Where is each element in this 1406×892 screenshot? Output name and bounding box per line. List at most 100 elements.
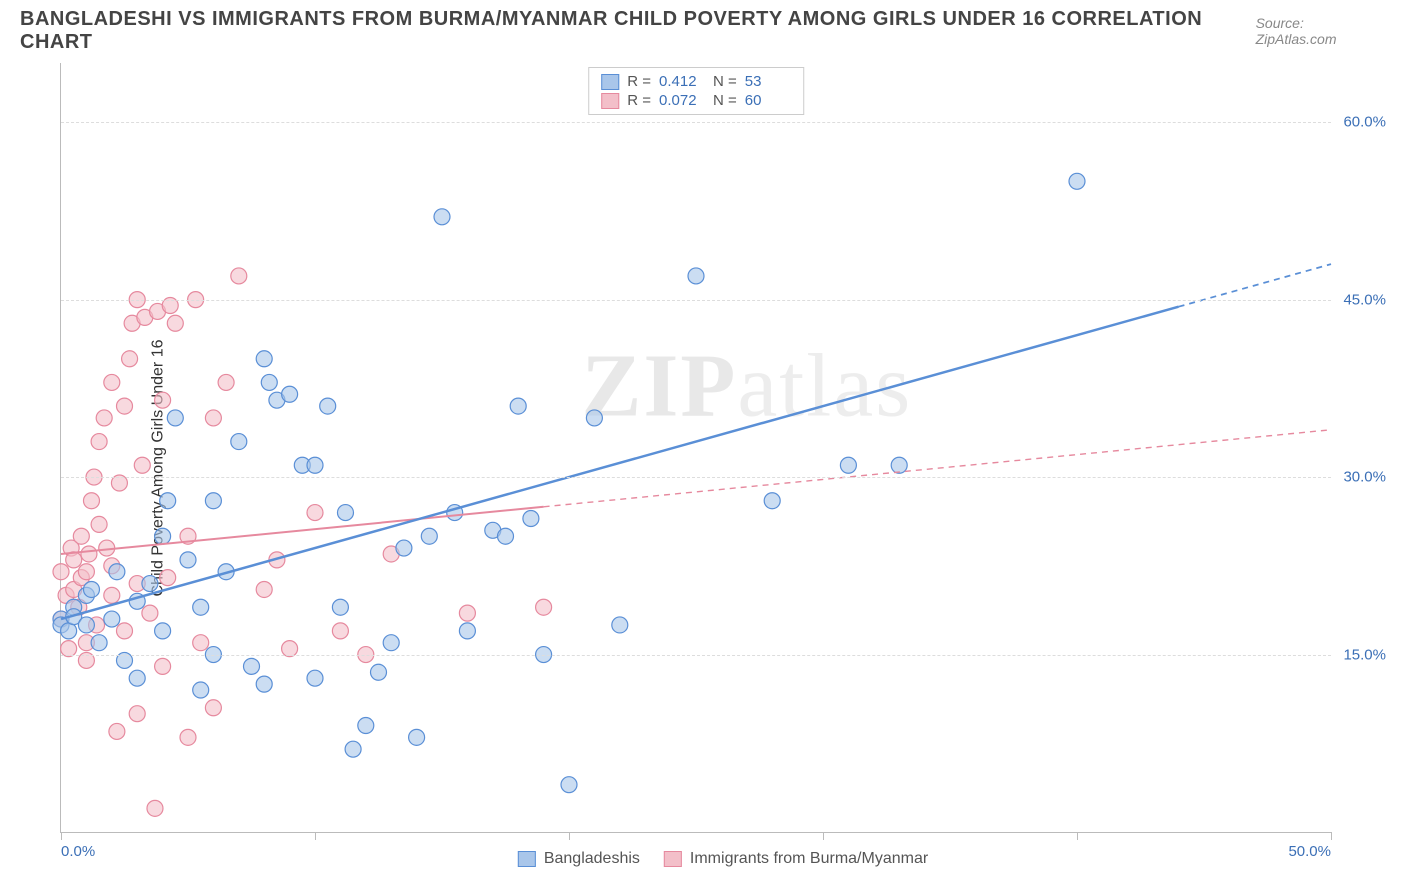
data-point	[91, 434, 107, 450]
data-point	[142, 605, 158, 621]
data-point	[256, 581, 272, 597]
legend-label-series2: Immigrants from Burma/Myanmar	[690, 850, 928, 868]
source-credit: Source: ZipAtlas.com	[1256, 15, 1386, 47]
swatch-series1	[601, 74, 619, 90]
gridline	[61, 655, 1331, 656]
x-tick	[823, 832, 824, 840]
data-point	[256, 676, 272, 692]
data-point	[193, 599, 209, 615]
data-point	[142, 576, 158, 592]
data-point	[205, 493, 221, 509]
data-point	[134, 457, 150, 473]
data-point	[104, 374, 120, 390]
data-point	[510, 398, 526, 414]
trend-line	[61, 307, 1179, 619]
chart-container: Child Poverty Among Girls Under 16 ZIPat…	[50, 63, 1396, 873]
data-point	[193, 682, 209, 698]
data-point	[345, 741, 361, 757]
data-point	[205, 700, 221, 716]
swatch-series1-icon	[518, 851, 536, 867]
r-label: R =	[627, 73, 651, 90]
n-value-series2: 60	[745, 92, 791, 109]
data-point	[193, 635, 209, 651]
data-point	[218, 374, 234, 390]
source-label: Source:	[1256, 15, 1304, 31]
n-label: N =	[713, 73, 737, 90]
data-point	[523, 510, 539, 526]
data-point	[129, 670, 145, 686]
stats-row-series2: R = 0.072 N = 60	[601, 91, 791, 110]
data-point	[117, 398, 133, 414]
data-point	[66, 552, 82, 568]
y-tick-label: 45.0%	[1343, 291, 1386, 308]
data-point	[337, 505, 353, 521]
legend-label-series1: Bangladeshis	[544, 850, 640, 868]
x-tick-label: 0.0%	[61, 843, 95, 860]
data-point	[104, 587, 120, 603]
data-point	[160, 570, 176, 586]
data-point	[160, 493, 176, 509]
r-value-series2: 0.072	[659, 92, 705, 109]
data-point	[73, 528, 89, 544]
data-point	[155, 528, 171, 544]
data-point	[53, 564, 69, 580]
y-tick-label: 30.0%	[1343, 469, 1386, 486]
data-point	[155, 658, 171, 674]
data-point	[332, 623, 348, 639]
x-tick	[1331, 832, 1332, 840]
data-point	[409, 729, 425, 745]
legend-item-series2: Immigrants from Burma/Myanmar	[664, 850, 928, 868]
data-point	[104, 611, 120, 627]
data-point	[231, 434, 247, 450]
data-point	[61, 623, 77, 639]
data-point	[358, 718, 374, 734]
data-point	[320, 398, 336, 414]
scatter-plot	[61, 63, 1331, 832]
data-point	[371, 664, 387, 680]
r-value-series1: 0.412	[659, 73, 705, 90]
source-value: ZipAtlas.com	[1256, 31, 1337, 47]
data-point	[83, 581, 99, 597]
data-point	[586, 410, 602, 426]
data-point	[78, 617, 94, 633]
data-point	[155, 623, 171, 639]
data-point	[459, 623, 475, 639]
data-point	[81, 546, 97, 562]
data-point	[891, 457, 907, 473]
chart-title: BANGLADESHI VS IMMIGRANTS FROM BURMA/MYA…	[20, 8, 1256, 54]
gridline	[61, 300, 1331, 301]
trend-line-dashed	[544, 430, 1331, 507]
data-point	[307, 505, 323, 521]
plot-area: ZIPatlas R = 0.412 N = 53 R = 0.072 N = …	[60, 63, 1331, 833]
legend: Bangladeshis Immigrants from Burma/Myanm…	[518, 850, 928, 868]
data-point	[91, 516, 107, 532]
data-point	[764, 493, 780, 509]
data-point	[612, 617, 628, 633]
data-point	[383, 635, 399, 651]
x-tick	[569, 832, 570, 840]
data-point	[536, 599, 552, 615]
data-point	[434, 209, 450, 225]
x-tick	[1077, 832, 1078, 840]
swatch-series2-icon	[664, 851, 682, 867]
data-point	[155, 392, 171, 408]
x-tick	[61, 832, 62, 840]
data-point	[307, 457, 323, 473]
data-point	[396, 540, 412, 556]
data-point	[1069, 173, 1085, 189]
data-point	[459, 605, 475, 621]
data-point	[96, 410, 112, 426]
data-point	[688, 268, 704, 284]
data-point	[561, 777, 577, 793]
stats-box: R = 0.412 N = 53 R = 0.072 N = 60	[588, 67, 804, 115]
data-point	[307, 670, 323, 686]
x-tick	[315, 832, 316, 840]
trend-line	[61, 507, 544, 554]
data-point	[421, 528, 437, 544]
data-point	[117, 623, 133, 639]
gridline	[61, 477, 1331, 478]
data-point	[840, 457, 856, 473]
y-tick-label: 60.0%	[1343, 114, 1386, 131]
data-point	[256, 351, 272, 367]
data-point	[498, 528, 514, 544]
